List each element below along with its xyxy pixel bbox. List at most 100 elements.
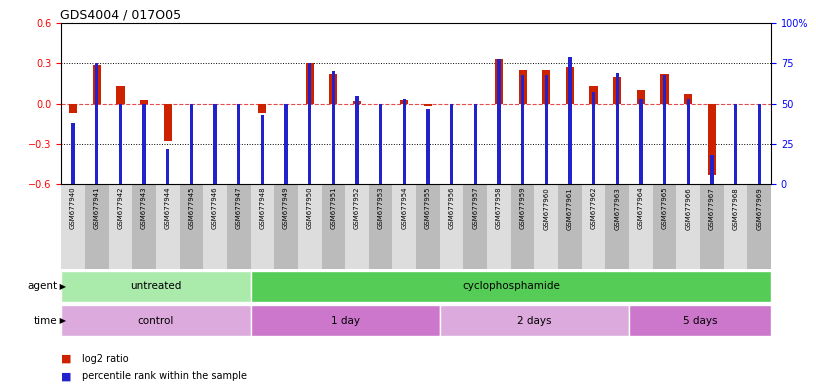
Bar: [85, 184, 109, 269]
Bar: [61, 305, 251, 336]
Text: GSM677944: GSM677944: [165, 187, 171, 229]
Bar: [355, 96, 359, 184]
Bar: [534, 184, 558, 269]
Text: GSM677941: GSM677941: [94, 187, 100, 230]
Text: GSM677960: GSM677960: [543, 187, 549, 230]
Text: ▶: ▶: [57, 316, 66, 325]
Bar: [213, 104, 217, 184]
Bar: [700, 184, 724, 269]
Text: GSM677962: GSM677962: [591, 187, 596, 230]
Bar: [109, 184, 132, 269]
Bar: [734, 104, 738, 184]
Text: GSM677945: GSM677945: [188, 187, 194, 229]
Text: GSM677961: GSM677961: [567, 187, 573, 230]
Bar: [710, 155, 714, 184]
Bar: [757, 104, 761, 184]
Text: GSM677958: GSM677958: [496, 187, 502, 230]
Bar: [251, 271, 771, 302]
Text: agent: agent: [27, 281, 57, 291]
Text: 1 day: 1 day: [330, 316, 360, 326]
Bar: [166, 149, 170, 184]
Bar: [322, 184, 345, 269]
Text: 5 days: 5 days: [683, 316, 717, 326]
Bar: [251, 305, 440, 336]
Bar: [653, 184, 676, 269]
Bar: [589, 86, 598, 104]
Text: GSM677942: GSM677942: [118, 187, 123, 229]
Bar: [487, 184, 511, 269]
Bar: [305, 63, 314, 104]
Bar: [473, 104, 477, 184]
Text: GDS4004 / 017O05: GDS4004 / 017O05: [60, 9, 182, 22]
Text: ▶: ▶: [57, 281, 66, 291]
Bar: [497, 58, 501, 184]
Bar: [61, 184, 85, 269]
Text: GSM677951: GSM677951: [330, 187, 336, 230]
Bar: [116, 86, 125, 104]
Text: GSM677959: GSM677959: [520, 187, 526, 230]
Bar: [400, 100, 409, 104]
Text: GSM677948: GSM677948: [259, 187, 265, 230]
Text: 2 days: 2 days: [517, 316, 552, 326]
Bar: [636, 90, 645, 104]
Text: GSM677956: GSM677956: [449, 187, 455, 230]
Text: control: control: [138, 316, 174, 326]
Bar: [511, 184, 534, 269]
Bar: [542, 70, 551, 104]
Bar: [450, 104, 454, 184]
Bar: [189, 104, 193, 184]
Text: log2 ratio: log2 ratio: [82, 354, 128, 364]
Bar: [629, 305, 771, 336]
Text: GSM677954: GSM677954: [401, 187, 407, 229]
Text: ■: ■: [61, 371, 72, 381]
Bar: [615, 73, 619, 184]
Bar: [274, 184, 298, 269]
Bar: [521, 74, 525, 184]
Bar: [707, 104, 716, 175]
Text: GSM677964: GSM677964: [638, 187, 644, 230]
Text: GSM677952: GSM677952: [354, 187, 360, 229]
Bar: [494, 60, 503, 104]
Bar: [565, 68, 574, 104]
Text: GSM677957: GSM677957: [472, 187, 478, 230]
Bar: [686, 99, 690, 184]
Text: ■: ■: [61, 354, 72, 364]
Bar: [684, 94, 693, 104]
Bar: [251, 184, 274, 269]
Text: GSM677943: GSM677943: [141, 187, 147, 230]
Text: GSM677965: GSM677965: [662, 187, 667, 230]
Bar: [331, 71, 335, 184]
Bar: [61, 271, 251, 302]
Text: GSM677968: GSM677968: [733, 187, 738, 230]
Bar: [284, 104, 288, 184]
Text: GSM677947: GSM677947: [236, 187, 242, 230]
Bar: [258, 104, 267, 113]
Bar: [660, 74, 669, 104]
Bar: [95, 63, 99, 184]
Text: GSM677953: GSM677953: [378, 187, 384, 230]
Bar: [118, 104, 122, 184]
Bar: [402, 99, 406, 184]
Bar: [329, 74, 338, 104]
Bar: [132, 184, 156, 269]
Bar: [747, 184, 771, 269]
Bar: [605, 184, 629, 269]
Bar: [203, 184, 227, 269]
Bar: [544, 74, 548, 184]
Text: GSM677940: GSM677940: [70, 187, 76, 230]
Bar: [142, 104, 146, 184]
Bar: [227, 184, 251, 269]
Bar: [629, 184, 653, 269]
Bar: [440, 305, 629, 336]
Bar: [379, 104, 383, 184]
Bar: [416, 184, 440, 269]
Bar: [426, 109, 430, 184]
Bar: [140, 100, 149, 104]
Bar: [463, 184, 487, 269]
Text: untreated: untreated: [131, 281, 181, 291]
Bar: [518, 70, 527, 104]
Bar: [71, 123, 75, 184]
Bar: [424, 104, 432, 106]
Text: GSM677949: GSM677949: [283, 187, 289, 230]
Bar: [676, 184, 700, 269]
